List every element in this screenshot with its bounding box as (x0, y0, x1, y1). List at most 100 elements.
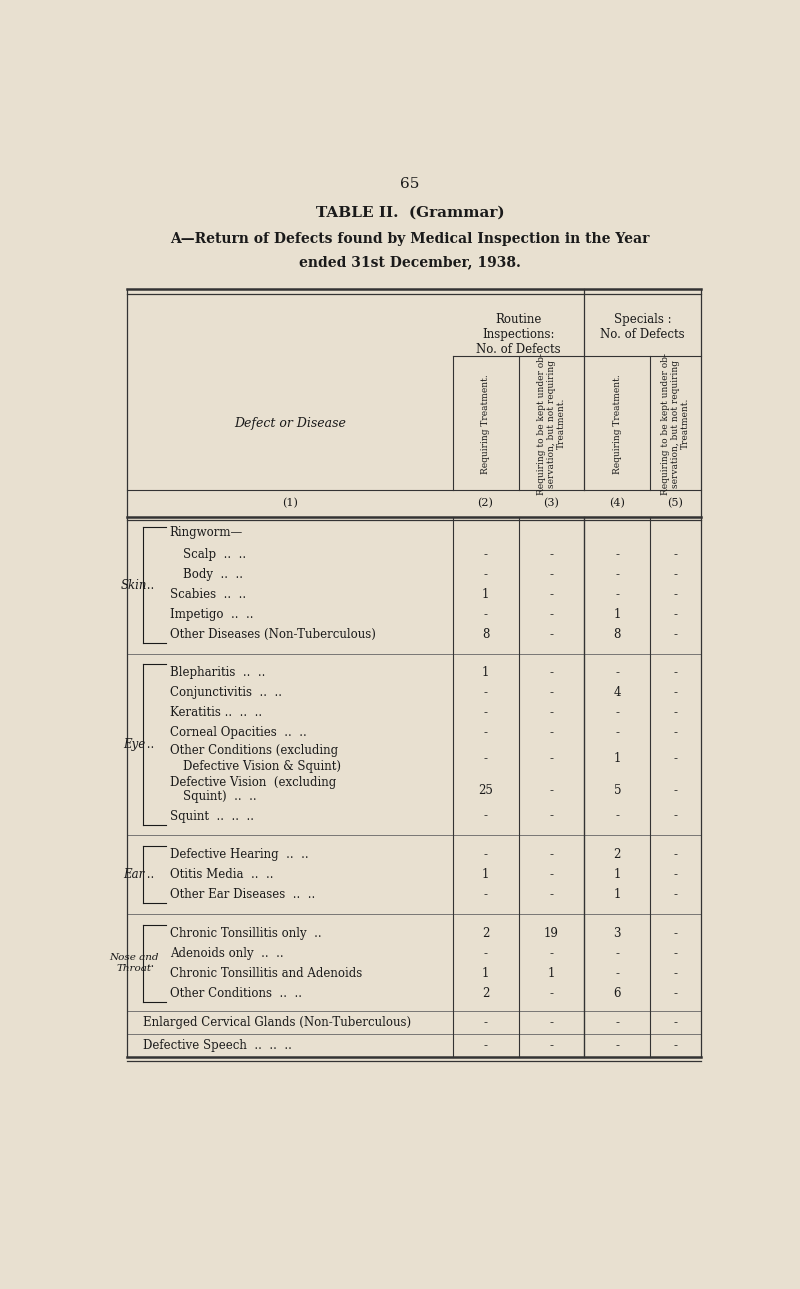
Text: -: - (674, 946, 678, 960)
Text: Requiring Treatment.: Requiring Treatment. (481, 374, 490, 473)
Text: -: - (483, 548, 487, 561)
Text: Blepharitis  ..  ..: Blepharitis .. .. (170, 666, 265, 679)
Text: -: - (550, 608, 554, 621)
Text: -: - (550, 568, 554, 581)
Text: -: - (615, 809, 619, 822)
Text: Requiring to be kept under ob-
servation, but not requiring
Treatment.: Requiring to be kept under ob- servation… (661, 353, 690, 495)
Text: Squint)  ..  ..: Squint) .. .. (183, 790, 257, 803)
Text: -: - (483, 1039, 487, 1052)
Text: Impetigo  ..  ..: Impetigo .. .. (170, 608, 254, 621)
Text: -: - (674, 666, 678, 679)
Text: ..: .. (142, 739, 154, 751)
Text: -: - (674, 687, 678, 700)
Text: -: - (674, 927, 678, 940)
Text: 1: 1 (548, 967, 555, 980)
Text: -: - (483, 727, 487, 740)
Text: -: - (550, 628, 554, 641)
Text: 1: 1 (482, 867, 490, 882)
Text: ended 31st December, 1938.: ended 31st December, 1938. (299, 255, 521, 269)
Text: 1: 1 (614, 608, 621, 621)
Text: -: - (674, 628, 678, 641)
Text: -: - (615, 946, 619, 960)
Text: Conjunctivitis  ..  ..: Conjunctivitis .. .. (170, 687, 282, 700)
Text: -: - (674, 608, 678, 621)
Text: -: - (550, 848, 554, 861)
Text: 1: 1 (614, 888, 621, 901)
Text: Other Conditions (excluding: Other Conditions (excluding (170, 744, 338, 757)
Text: Ringworm—: Ringworm— (170, 526, 243, 539)
Text: 1: 1 (614, 751, 621, 764)
Text: Scabies  ..  ..: Scabies .. .. (170, 588, 246, 601)
Text: -: - (550, 687, 554, 700)
Text: TABLE II.  (Grammar): TABLE II. (Grammar) (316, 205, 504, 219)
Text: Eye: Eye (123, 739, 146, 751)
Text: -: - (615, 548, 619, 561)
Text: -: - (550, 1016, 554, 1029)
Text: A—Return of Defects found by Medical Inspection in the Year: A—Return of Defects found by Medical Ins… (170, 232, 650, 246)
Text: Adenoids only  ..  ..: Adenoids only .. .. (170, 946, 283, 960)
Text: -: - (483, 568, 487, 581)
Text: Keratitis ..  ..  ..: Keratitis .. .. .. (170, 706, 262, 719)
Text: (2): (2) (478, 498, 494, 508)
Text: -: - (483, 751, 487, 764)
Text: -: - (550, 867, 554, 882)
Text: -: - (483, 946, 487, 960)
Text: -: - (674, 568, 678, 581)
Text: -: - (615, 666, 619, 679)
Text: 6: 6 (614, 986, 621, 1000)
Text: 8: 8 (614, 628, 621, 641)
Text: -: - (615, 706, 619, 719)
Text: -: - (550, 946, 554, 960)
Text: Chronic Tonsillitis only  ..: Chronic Tonsillitis only .. (170, 927, 322, 940)
Text: 25: 25 (478, 784, 493, 797)
Text: Specials :
No. of Defects: Specials : No. of Defects (600, 312, 685, 340)
Text: -: - (674, 967, 678, 980)
Text: -: - (674, 784, 678, 797)
Text: -: - (483, 706, 487, 719)
Text: Corneal Opacities  ..  ..: Corneal Opacities .. .. (170, 727, 306, 740)
Text: -: - (674, 809, 678, 822)
Text: -: - (550, 548, 554, 561)
Text: -: - (483, 687, 487, 700)
Text: 1: 1 (482, 666, 490, 679)
Text: Enlarged Cervical Glands (Non-Tuberculous): Enlarged Cervical Glands (Non-Tuberculou… (142, 1016, 410, 1029)
Text: -: - (550, 706, 554, 719)
Text: 1: 1 (482, 967, 490, 980)
Text: Defective Vision  (excluding: Defective Vision (excluding (170, 776, 336, 789)
Text: -: - (550, 1039, 554, 1052)
Text: 3: 3 (614, 927, 621, 940)
Text: -: - (483, 809, 487, 822)
Text: -: - (483, 1016, 487, 1029)
Text: 5: 5 (614, 784, 621, 797)
Text: (5): (5) (667, 498, 683, 508)
Text: -: - (550, 888, 554, 901)
Text: Skin: Skin (121, 579, 147, 592)
Text: 1: 1 (482, 588, 490, 601)
Text: -: - (674, 727, 678, 740)
Text: Otitis Media  ..  ..: Otitis Media .. .. (170, 867, 274, 882)
Text: Scalp  ..  ..: Scalp .. .. (183, 548, 246, 561)
Text: -: - (615, 1016, 619, 1029)
Text: -: - (550, 588, 554, 601)
Text: -: - (550, 809, 554, 822)
Text: -: - (550, 751, 554, 764)
Text: 8: 8 (482, 628, 490, 641)
Text: -: - (615, 588, 619, 601)
Text: Body  ..  ..: Body .. .. (183, 568, 243, 581)
Text: 2: 2 (482, 986, 490, 1000)
Text: (4): (4) (610, 498, 626, 508)
Text: -: - (550, 986, 554, 1000)
Text: -: - (674, 588, 678, 601)
Text: -: - (674, 888, 678, 901)
Text: Other Diseases (Non-Tuberculous): Other Diseases (Non-Tuberculous) (170, 628, 376, 641)
Text: -: - (674, 751, 678, 764)
Text: Other Conditions  ..  ..: Other Conditions .. .. (170, 986, 302, 1000)
Text: -: - (674, 1039, 678, 1052)
Text: -: - (615, 1039, 619, 1052)
Text: -: - (483, 848, 487, 861)
Text: Other Ear Diseases  ..  ..: Other Ear Diseases .. .. (170, 888, 315, 901)
Text: -: - (550, 666, 554, 679)
Text: 65: 65 (400, 177, 420, 191)
Text: 1: 1 (614, 867, 621, 882)
Text: Defective Speech  ..  ..  ..: Defective Speech .. .. .. (142, 1039, 291, 1052)
